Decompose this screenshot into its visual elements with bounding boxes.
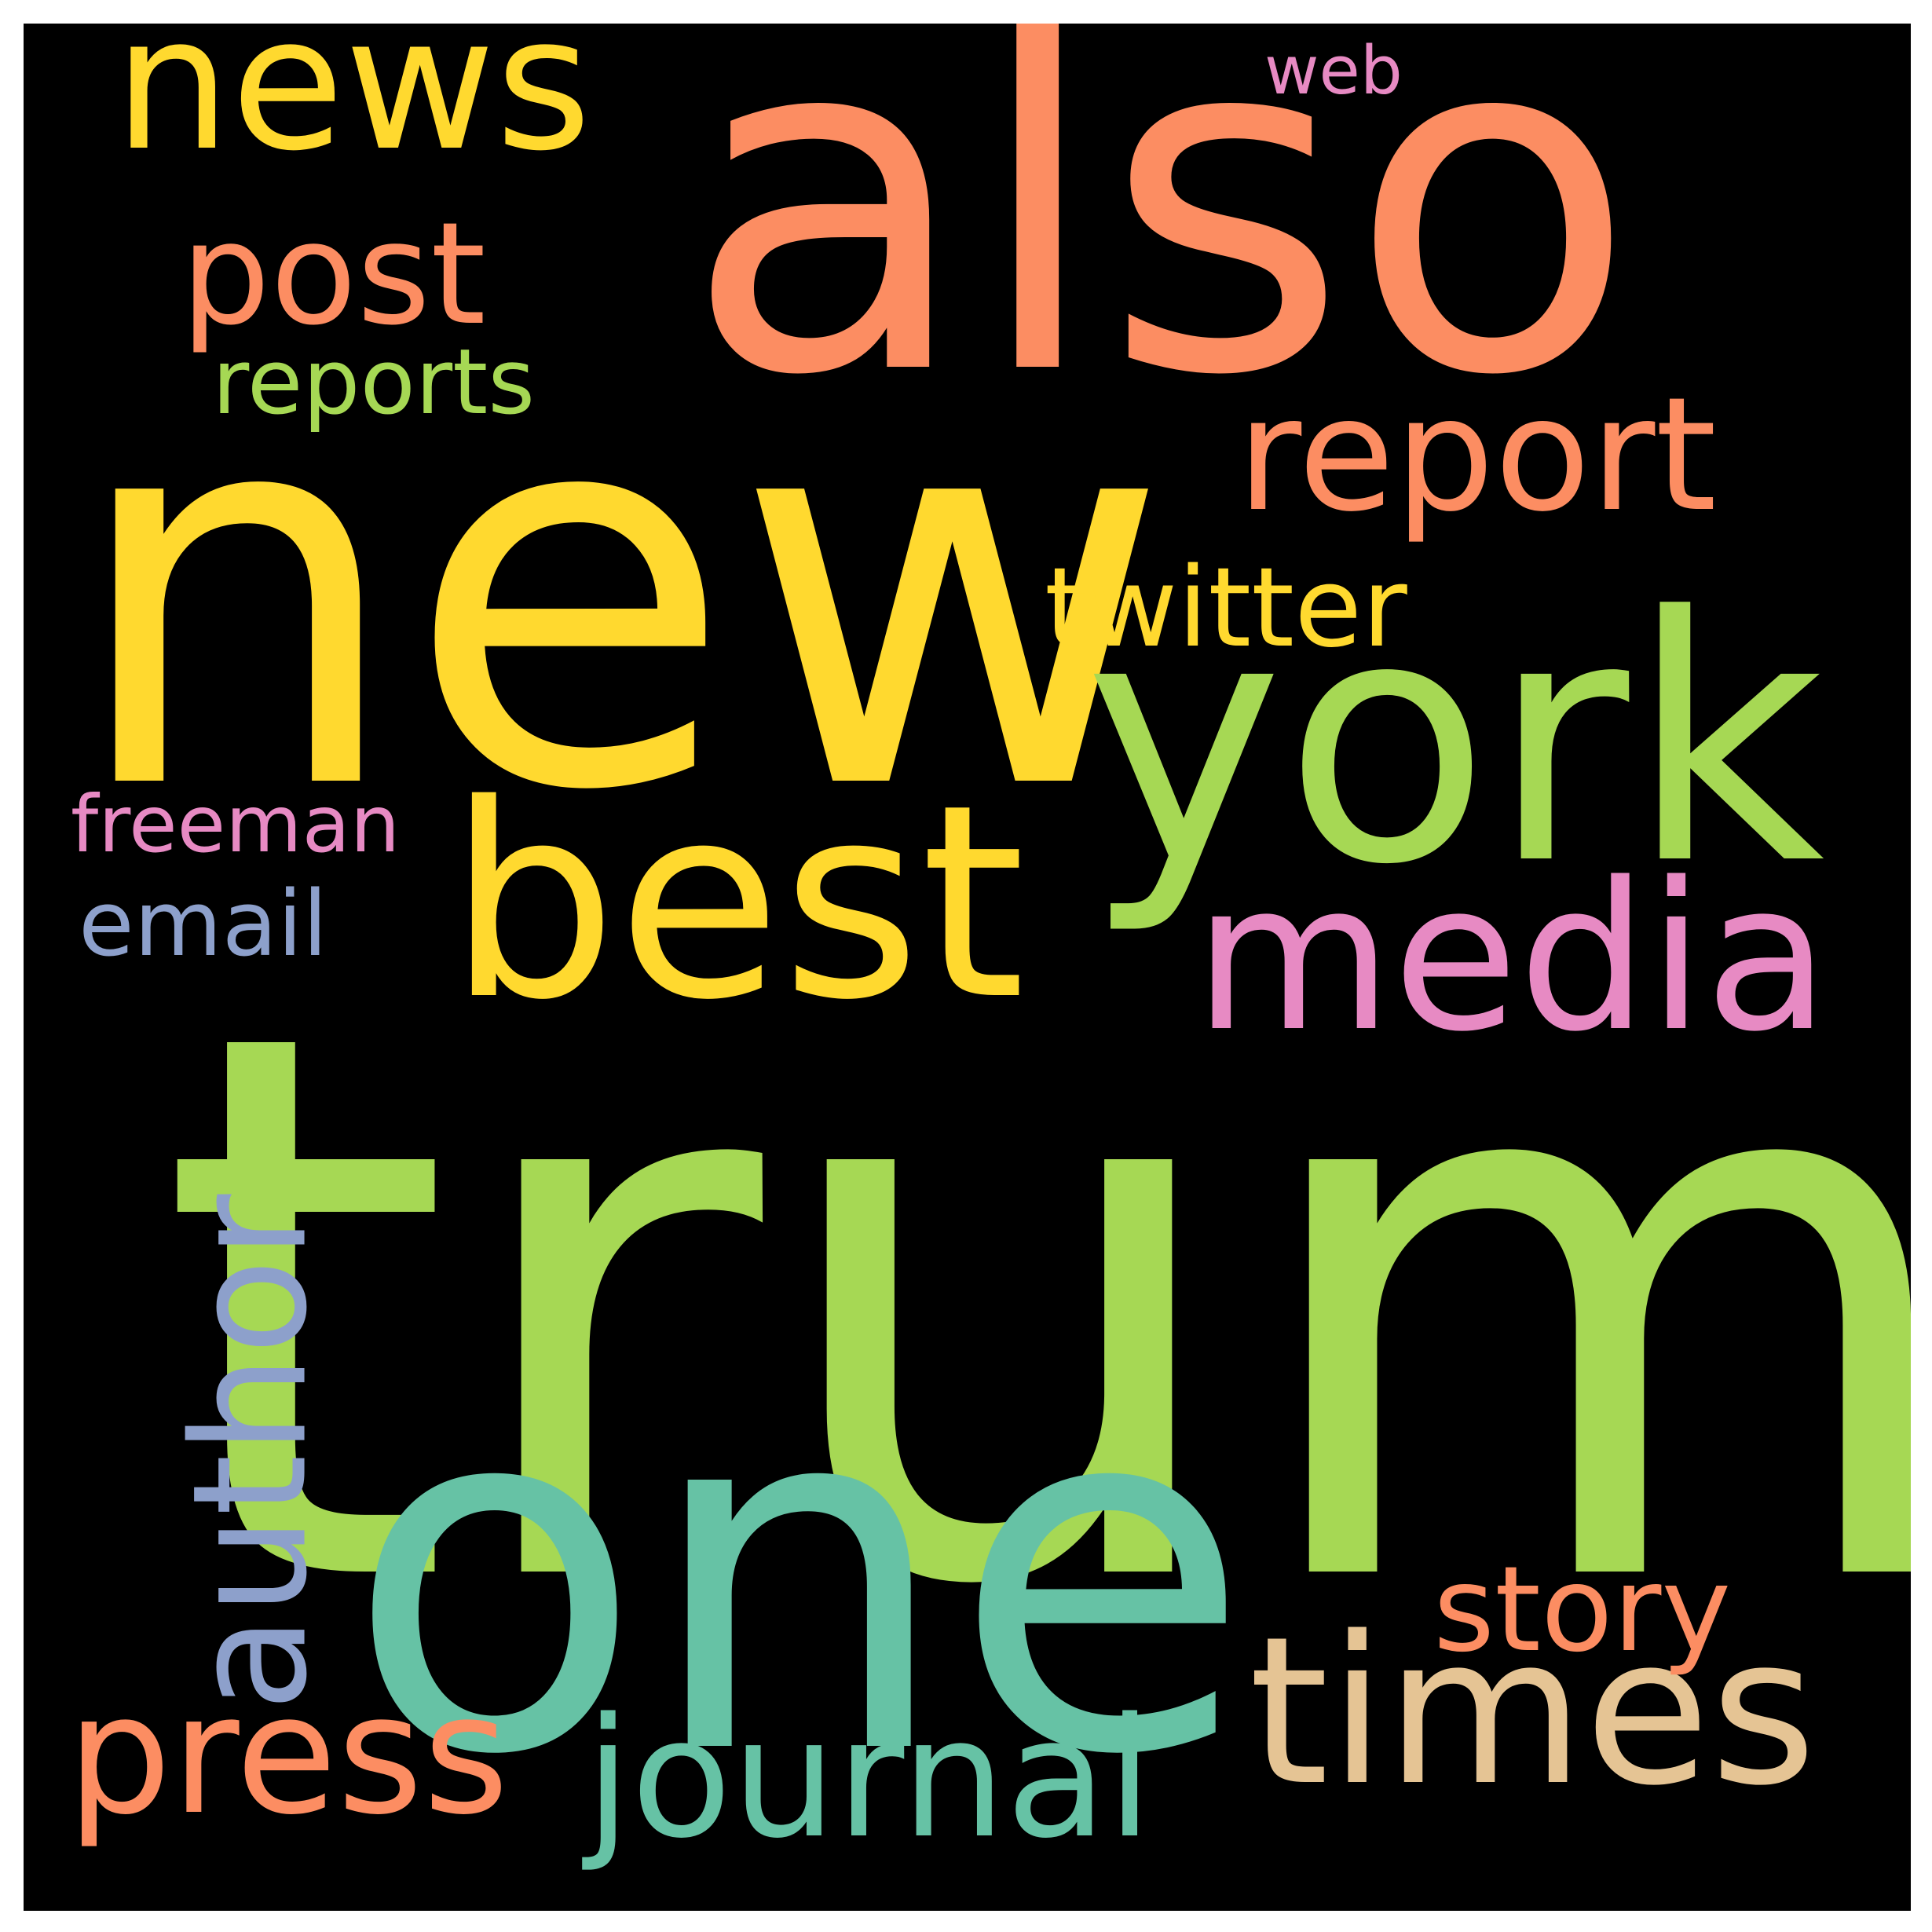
word-freeman: freeman — [71, 778, 401, 870]
word-new: new — [67, 286, 1171, 907]
word-cloud: trump new also one york best media times… — [24, 24, 1911, 1911]
word-twitter: twitter — [1045, 544, 1407, 672]
word-story: author — [159, 1194, 342, 1712]
word-reports: reports — [212, 330, 536, 435]
word-news: news — [114, 24, 592, 192]
word-best: best — [448, 748, 1026, 1059]
word-post: post — [181, 192, 486, 357]
word-journal: journal — [585, 1682, 1153, 1875]
word-times: times — [1249, 1594, 1817, 1831]
word-email: email — [79, 872, 328, 977]
word-one: one — [346, 1295, 1252, 1861]
word-also: also — [683, 24, 1637, 478]
word-press: press — [67, 1659, 510, 1851]
word-web: web — [1264, 32, 1403, 110]
word-media: media — [1194, 840, 1830, 1077]
word-author: story — [1433, 1542, 1732, 1678]
word-report: report — [1237, 364, 1717, 547]
word-trump: trump — [157, 873, 1911, 1750]
word-york: york — [1084, 546, 1825, 939]
